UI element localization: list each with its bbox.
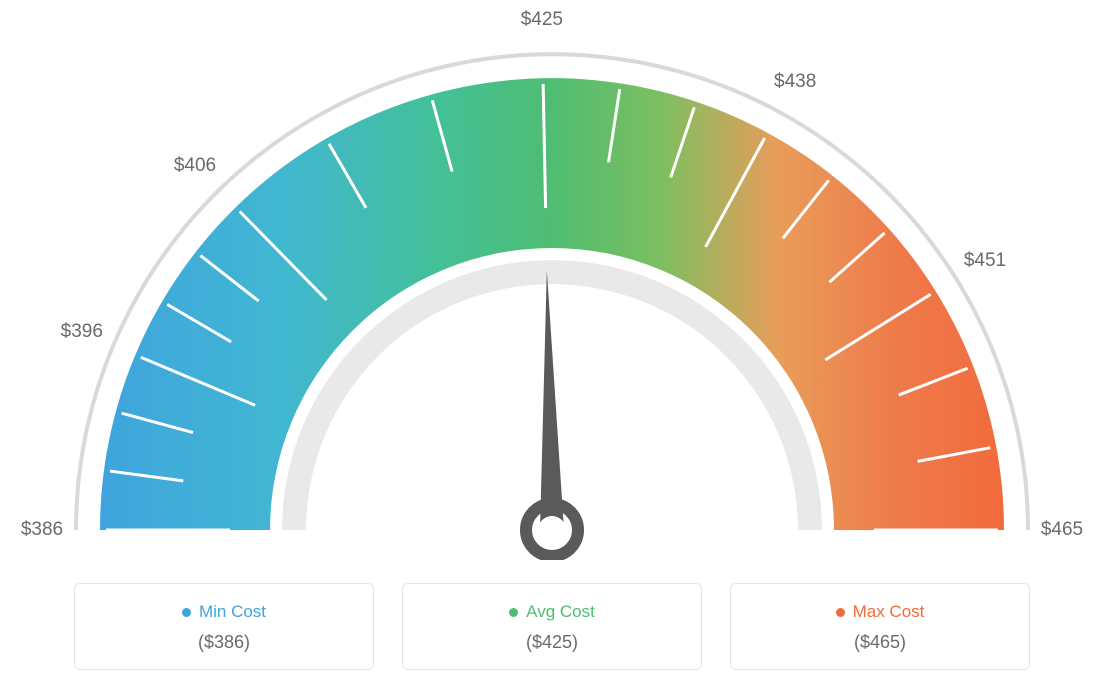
gauge-svg [0,0,1104,560]
legend-card-min: Min Cost ($386) [74,583,374,670]
legend-row: Min Cost ($386) Avg Cost ($425) Max Cost… [0,583,1104,670]
legend-label-min: Min Cost [199,602,266,622]
legend-value-avg: ($425) [403,632,701,653]
legend-label-max: Max Cost [853,602,925,622]
legend-value-max: ($465) [731,632,1029,653]
gauge-tick-label: $406 [174,155,216,177]
gauge-tick-label: $386 [21,519,63,541]
legend-card-avg: Avg Cost ($425) [402,583,702,670]
gauge-tick-label: $425 [521,9,563,31]
legend-label-avg: Avg Cost [526,602,595,622]
gauge-tick-label: $465 [1041,519,1083,541]
legend-value-min: ($386) [75,632,373,653]
gauge-tick-label: $451 [964,250,1006,272]
gauge-tick-label: $438 [774,71,816,93]
legend-dot-min [182,608,191,617]
legend-card-max: Max Cost ($465) [730,583,1030,670]
cost-gauge-chart: $386 $396 $406 $425 $438 $451 $465 [0,0,1104,560]
legend-dot-max [836,608,845,617]
gauge-tick-label: $396 [61,321,103,343]
legend-dot-avg [509,608,518,617]
